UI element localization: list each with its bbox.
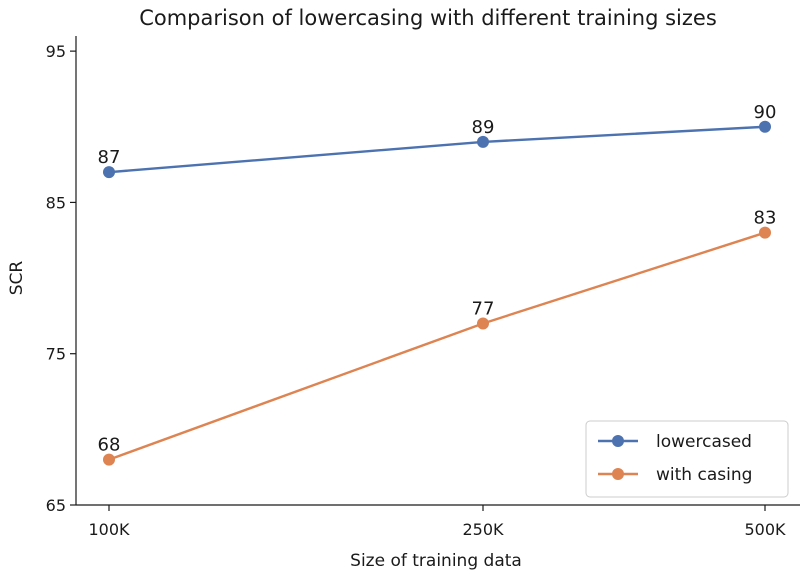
x-axis-label: Size of training data (350, 551, 522, 571)
y-tick-label: 65 (46, 496, 66, 515)
series-with-casing: 68 77 83 (98, 208, 777, 466)
y-axis-label: SCR (7, 261, 27, 296)
data-point-lowercased (759, 120, 771, 133)
legend-item-with-casing: with casing (598, 465, 752, 485)
y-tick-label: 75 (46, 345, 66, 364)
y-axis: 65 75 85 95 (46, 36, 77, 515)
data-point-with-casing (759, 226, 771, 239)
data-label-with-casing: 77 (472, 298, 495, 319)
data-point-lowercased (103, 166, 115, 179)
legend-item-lowercased: lowercased (598, 432, 752, 452)
legend-swatch-marker (612, 435, 624, 447)
plot-area: 87 89 90 68 77 83 (98, 102, 777, 466)
x-tick-label: 100K (88, 520, 130, 539)
data-label-with-casing: 83 (754, 208, 777, 229)
data-point-lowercased (477, 135, 489, 148)
data-label-lowercased: 87 (98, 147, 121, 168)
series-line-lowercased (108, 125, 766, 174)
y-tick-label: 95 (46, 42, 66, 61)
data-point-with-casing (103, 453, 115, 466)
data-point-with-casing (477, 317, 489, 330)
legend-label: lowercased (656, 432, 752, 452)
data-label-with-casing: 68 (98, 435, 121, 456)
x-tick-label: 500K (744, 520, 786, 539)
legend: lowercased with casing (585, 420, 789, 498)
legend-label: with casing (656, 465, 752, 485)
x-tick-label: 250K (462, 520, 504, 539)
y-tick-label: 85 (46, 193, 66, 212)
data-label-lowercased: 89 (472, 117, 495, 138)
legend-swatch-marker (612, 468, 624, 480)
data-label-lowercased: 90 (754, 102, 777, 123)
series-lowercased: 87 89 90 (98, 102, 777, 179)
x-axis: 100K 250K 500K (76, 504, 800, 539)
chart-title: Comparison of lowercasing with different… (139, 6, 717, 30)
